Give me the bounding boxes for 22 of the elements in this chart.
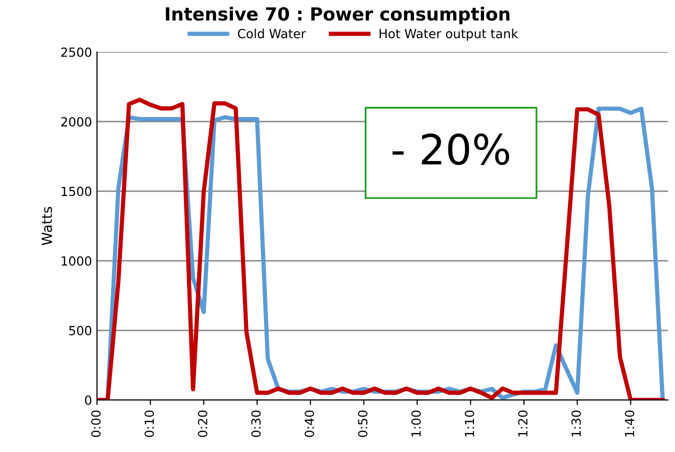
y-tick-label: 2500 [61, 47, 92, 57]
x-tick-label: 0:00 [91, 410, 101, 437]
x-tick-label: 0:50 [358, 410, 368, 437]
x-tick-label: 1:10 [464, 410, 474, 436]
x-tick-label: 1:20 [518, 410, 528, 436]
x-tick-label: 0:40 [304, 410, 314, 437]
x-tick-label: 0:20 [198, 410, 208, 437]
y-axis-title: Watts [42, 206, 52, 246]
x-tick-label: 0:10 [144, 410, 154, 437]
x-tick-label: 0:30 [251, 410, 261, 437]
y-tick-label: 0 [85, 395, 92, 405]
x-tick-label: 1:30 [571, 410, 581, 436]
legend-label: Cold Water [238, 28, 306, 38]
y-tick-label: 1000 [62, 256, 92, 266]
chart-title: Intensive 70 : Power consumption [166, 6, 510, 24]
legend-label: Hot Water output tank [380, 28, 518, 41]
annotation: - 20% [392, 133, 510, 166]
x-tick-label: 1:00 [411, 410, 421, 436]
y-tick-label: 500 [69, 326, 92, 336]
y-tick-label: 1500 [62, 186, 92, 196]
y-tick-label: 2000 [61, 117, 92, 127]
x-tick-label: 1:40 [624, 410, 634, 436]
